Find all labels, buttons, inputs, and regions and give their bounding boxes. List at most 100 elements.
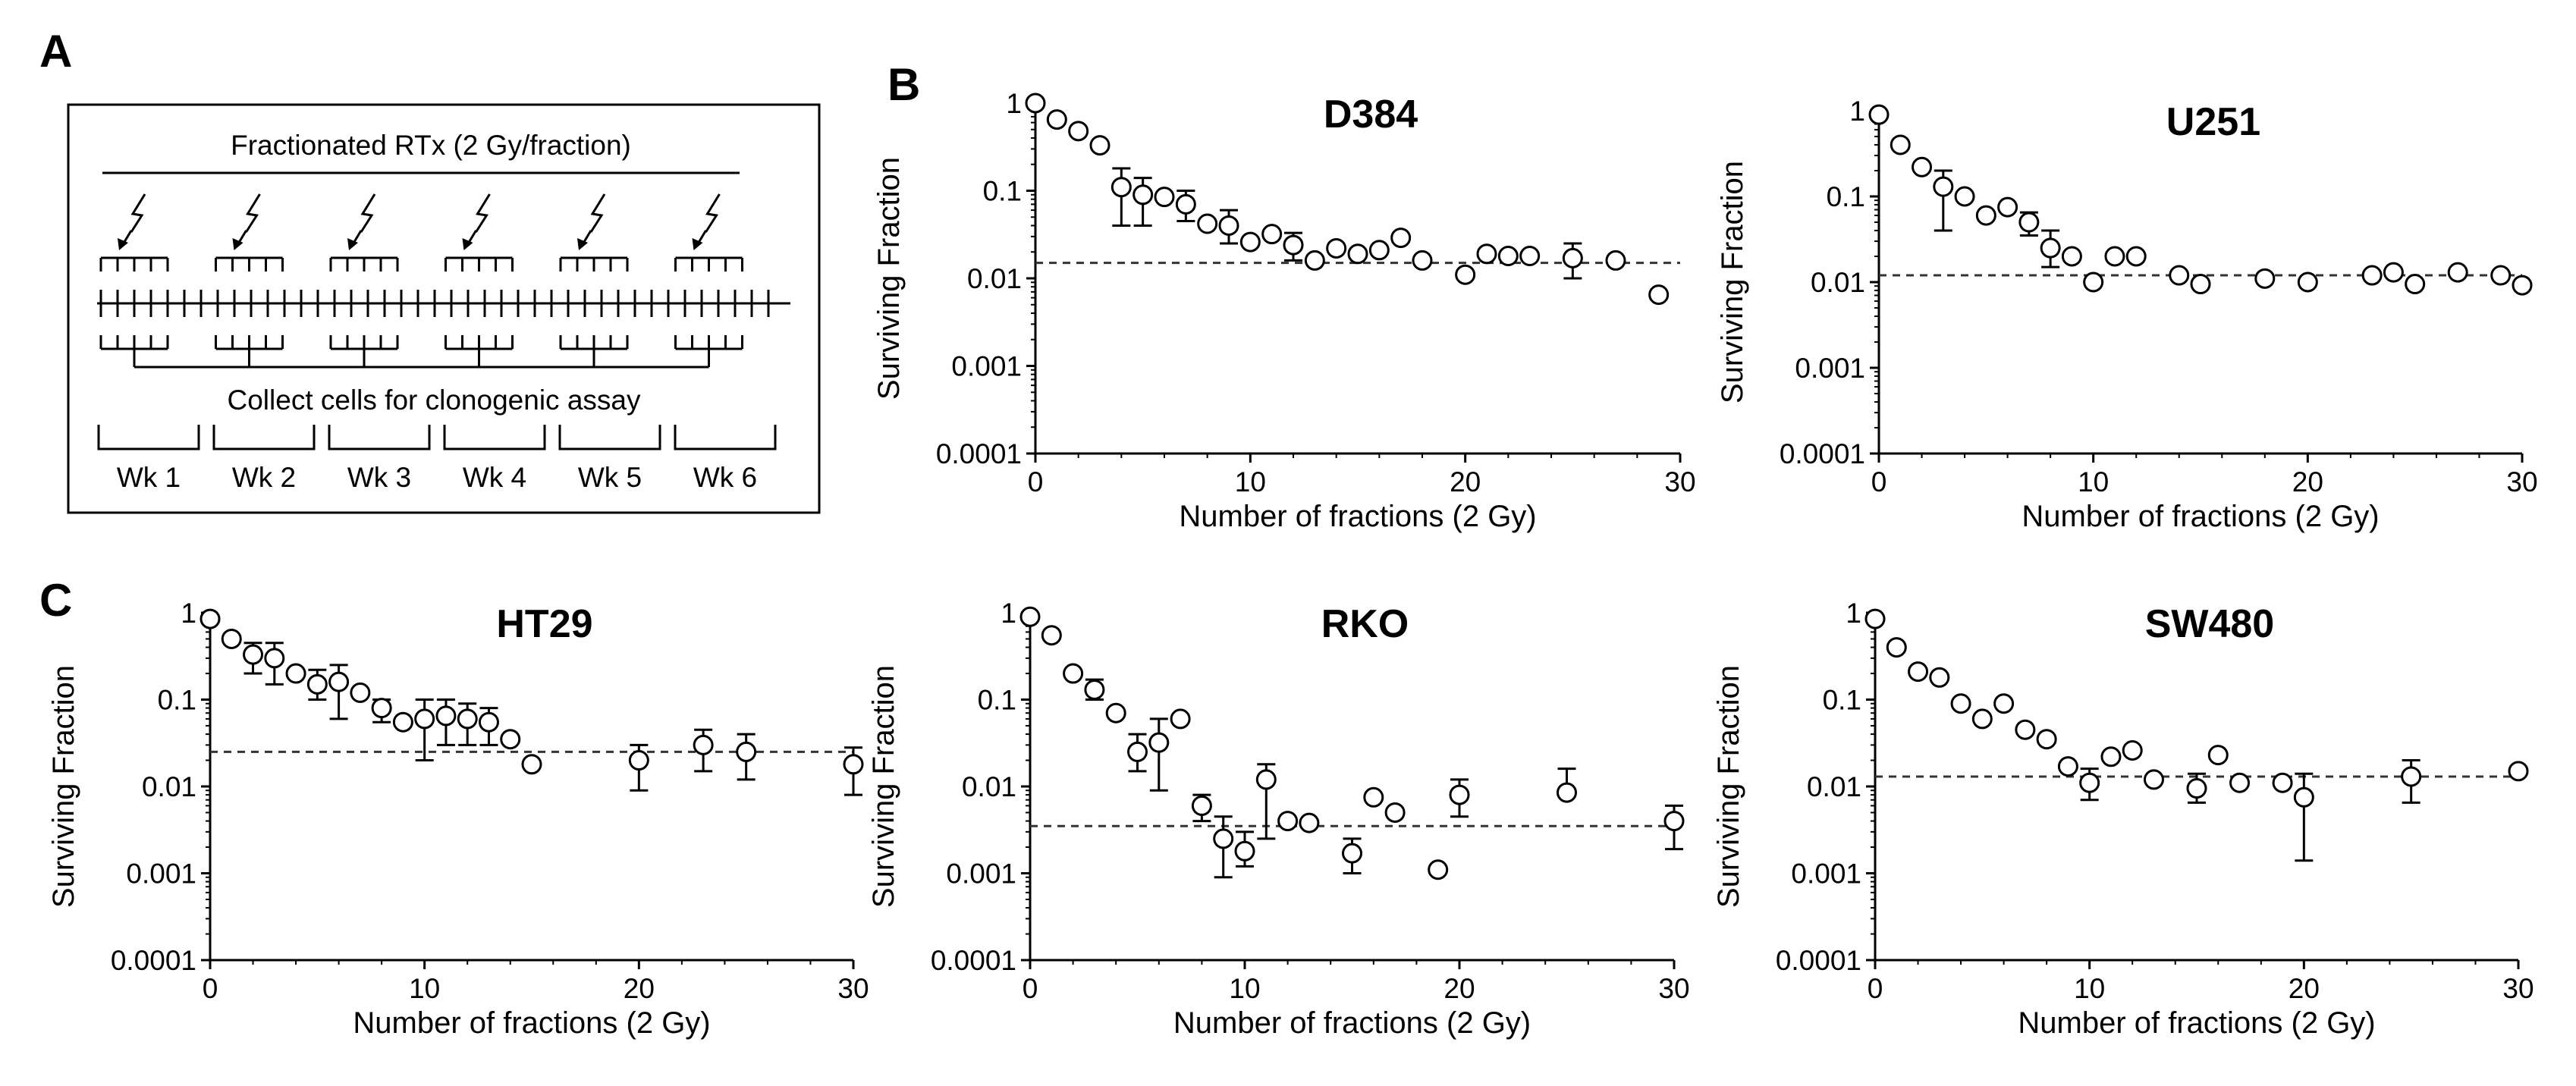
data-point — [1519, 246, 1541, 267]
x-tick-label: 20 — [2292, 466, 2323, 497]
y-tick-label: 0.01 — [142, 771, 196, 802]
data-point — [1908, 661, 1929, 683]
week-bracket: Wk 4 — [443, 425, 546, 493]
data-point — [1234, 840, 1255, 862]
data-point — [1412, 250, 1433, 271]
x-tick-label: 20 — [624, 973, 655, 1004]
data-point — [2490, 265, 2512, 286]
data-point — [1864, 608, 1886, 629]
data-point — [2083, 272, 2104, 293]
panel-label-c: C — [39, 575, 72, 626]
data-point — [2061, 246, 2082, 267]
data-point — [1132, 184, 1154, 206]
data-point — [1912, 156, 1933, 177]
x-axis-title: Number of fractions (2 Gy) — [353, 1006, 710, 1040]
week-label: Wk 5 — [578, 462, 642, 493]
fraction-bracket-lower — [99, 335, 169, 367]
data-point — [2125, 246, 2147, 267]
fraction-bracket-upper — [674, 256, 743, 272]
data-point — [1363, 786, 1384, 808]
data-point — [1063, 663, 1084, 684]
data-point — [1041, 625, 1062, 646]
data-point — [1239, 231, 1261, 253]
y-tick-label: 1 — [1849, 96, 1865, 127]
data-point — [2293, 786, 2314, 808]
data-point — [1562, 247, 1583, 268]
data-point — [1218, 215, 1239, 236]
data-point — [199, 608, 221, 629]
fraction-bracket-upper — [215, 256, 284, 272]
data-point — [1261, 224, 1283, 245]
data-point — [221, 628, 242, 649]
y-tick-label: 0.001 — [1791, 858, 1861, 890]
data-point — [2190, 274, 2211, 295]
data-point — [2508, 761, 2529, 782]
data-point — [1197, 213, 1218, 234]
data-point — [1648, 284, 1670, 306]
y-tick-label: 0.1 — [1827, 181, 1865, 212]
data-point — [2361, 265, 2383, 286]
data-point — [500, 729, 521, 750]
data-point — [414, 708, 435, 730]
schema-frame — [67, 103, 821, 514]
x-tick-label: 0 — [1028, 466, 1044, 497]
fraction-bracket-lower — [329, 335, 399, 367]
data-point — [2018, 212, 2040, 233]
x-tick-label: 30 — [1664, 466, 1695, 497]
x-tick-label: 20 — [1444, 973, 1475, 1004]
data-point — [1663, 811, 1685, 832]
fraction-bracket-upper — [329, 256, 399, 272]
x-tick-label: 20 — [1450, 466, 1481, 497]
x-axis-title: Number of fractions (2 Gy) — [2022, 500, 2379, 533]
data-point — [1997, 196, 2018, 218]
data-point — [2405, 274, 2426, 295]
week-bracket: Wk 5 — [558, 425, 661, 493]
collect-label: Collect cells for clonogenic assay — [228, 384, 641, 416]
y-tick-label: 0.1 — [983, 176, 1022, 207]
data-point — [1455, 264, 1476, 285]
data-point — [2057, 756, 2078, 777]
y-tick-label: 0.001 — [946, 858, 1016, 890]
data-point — [478, 711, 499, 733]
data-point — [1148, 732, 1170, 753]
chart-title: SW480 — [2145, 602, 2275, 646]
data-point — [1019, 606, 1041, 627]
data-point — [1277, 811, 1299, 832]
data-point — [736, 741, 757, 762]
error-bar — [1149, 717, 1168, 792]
x-tick-label: 10 — [409, 973, 440, 1004]
data-point — [1175, 193, 1196, 215]
data-point — [457, 708, 478, 730]
x-tick-label: 0 — [1871, 466, 1887, 497]
data-point — [1890, 134, 1911, 155]
data-point — [1084, 679, 1105, 700]
data-point — [1929, 667, 1950, 688]
x-tick-label: 10 — [1229, 973, 1260, 1004]
data-point — [843, 754, 864, 775]
data-point — [2512, 275, 2533, 296]
y-axis-title: Surviving Fraction — [1712, 665, 1745, 908]
y-tick-label: 1 — [1001, 598, 1016, 629]
y-tick-label: 0.0001 — [1780, 438, 1865, 469]
chart-title: RKO — [1321, 602, 1409, 646]
x-tick-label: 30 — [2506, 466, 2537, 497]
fraction-bracket-upper — [445, 256, 514, 272]
data-point — [1347, 243, 1368, 265]
data-point — [1476, 243, 1497, 265]
data-point — [1304, 250, 1325, 271]
x-tick-label: 0 — [1023, 973, 1038, 1004]
x-tick-label: 10 — [2074, 973, 2105, 1004]
y-tick-label: 0.0001 — [1776, 945, 1861, 976]
data-point — [2079, 772, 2100, 793]
week-bracket: Wk 1 — [97, 425, 200, 493]
data-point — [628, 750, 649, 771]
data-point — [371, 698, 392, 719]
y-tick-label: 0.0001 — [931, 945, 1016, 976]
y-tick-label: 0.1 — [978, 685, 1016, 716]
week-bracket: Wk 2 — [212, 425, 316, 493]
data-point — [350, 682, 371, 703]
